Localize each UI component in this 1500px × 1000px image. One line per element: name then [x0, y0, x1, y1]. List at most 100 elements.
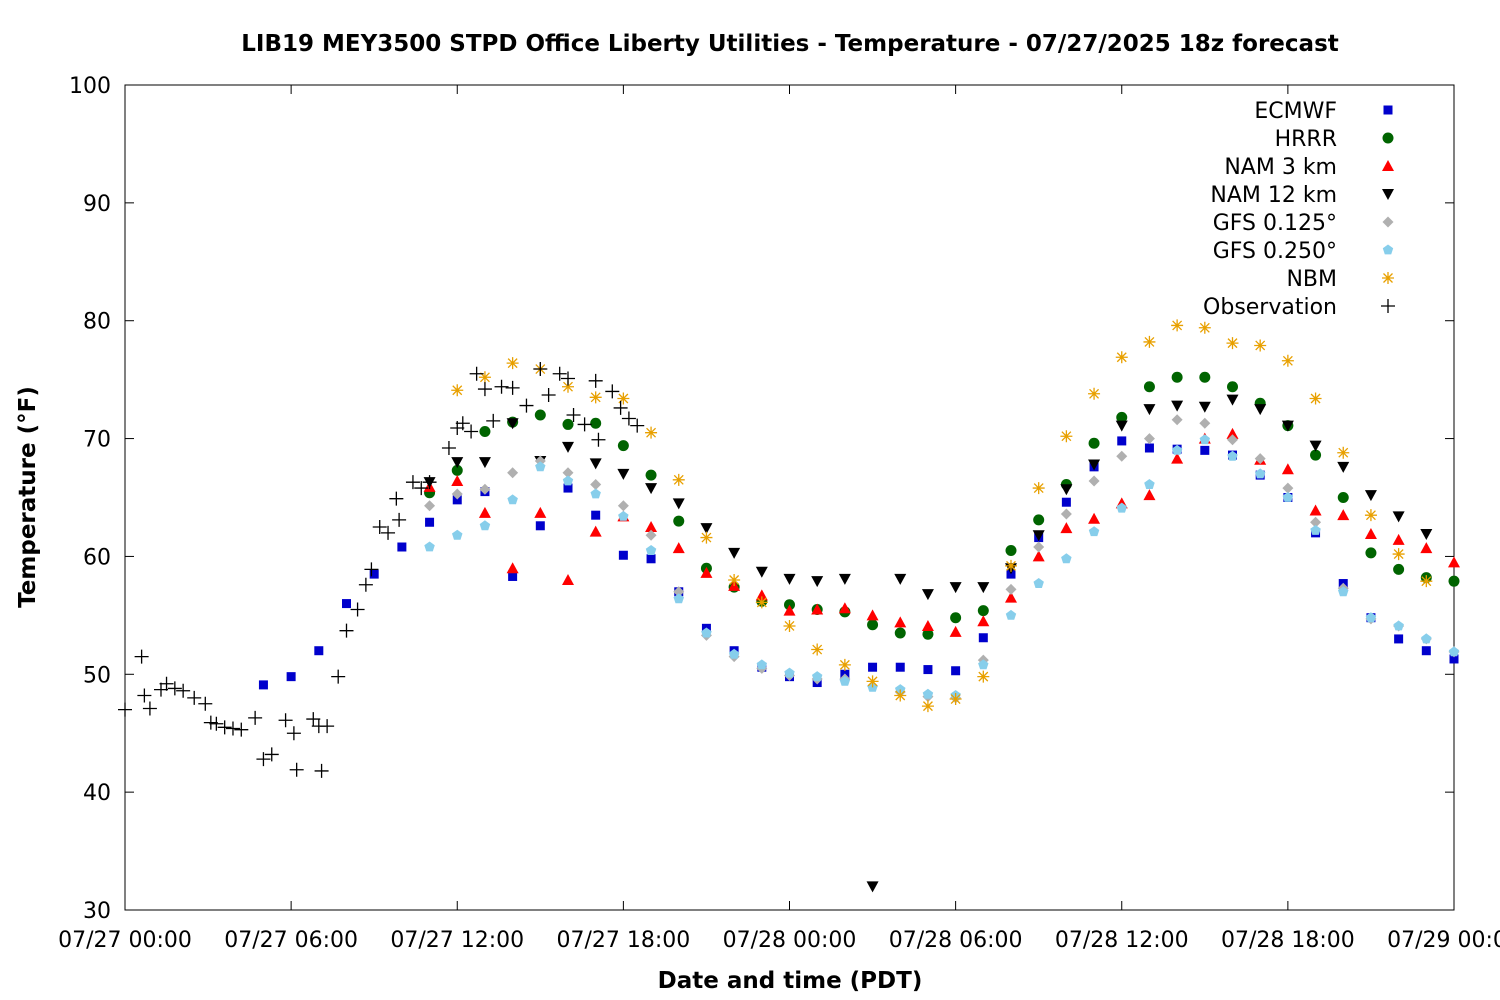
- observation-point: [621, 411, 636, 426]
- nam-12-km-point: [728, 547, 741, 559]
- gfs-0-250-point: [895, 684, 906, 695]
- gfs-0-250-point: [1088, 526, 1100, 537]
- nam-3-km-point: [562, 574, 574, 585]
- gfs-0-125-point: [1227, 434, 1238, 446]
- hrrr-point: [1365, 547, 1377, 559]
- gfs-0-125-point: [1254, 453, 1266, 465]
- observation-point: [486, 413, 501, 428]
- gfs-0-250-point: [1005, 609, 1017, 620]
- x-tick-label: 07/27 00:00: [58, 928, 192, 953]
- y-tick-label: 100: [69, 74, 111, 99]
- x-tick-label: 07/28 00:00: [723, 928, 857, 953]
- observation-point: [605, 384, 620, 399]
- nam-12-km-point: [1392, 511, 1405, 523]
- gfs-0-250-point: [1365, 612, 1377, 623]
- observation-point: [306, 712, 321, 727]
- nam-3-km-point: [1309, 504, 1322, 516]
- x-tick-label: 07/28 18:00: [1221, 928, 1355, 953]
- nam-12-km-point: [921, 589, 934, 601]
- nbm-point: [1005, 559, 1017, 572]
- legend-marker-nam-12-km: [1382, 189, 1394, 200]
- gfs-0-125-point: [617, 500, 629, 512]
- nam-12-km-point: [1337, 461, 1350, 473]
- x-tick-label: 07/28 12:00: [1055, 928, 1189, 953]
- nam-3-km-point: [506, 562, 519, 574]
- observation-point: [358, 577, 373, 592]
- ecmwf-point: [923, 665, 933, 675]
- observation-point: [217, 720, 232, 735]
- observation-point: [339, 623, 354, 638]
- observation-point: [613, 400, 628, 415]
- nbm-point: [894, 689, 907, 702]
- nam-12-km-point: [1254, 404, 1267, 416]
- hrrr-point: [590, 417, 602, 429]
- nam-12-km-point: [645, 483, 658, 495]
- gfs-0-250-point: [701, 627, 712, 638]
- nbm-point: [700, 531, 713, 544]
- nbm-point: [1032, 482, 1045, 495]
- nam-3-km-point: [589, 525, 602, 537]
- observation-point: [533, 362, 548, 377]
- gfs-0-125-point: [451, 488, 463, 500]
- x-tick-label: 07/28 06:00: [889, 928, 1023, 953]
- legend-marker-nbm: [1382, 272, 1394, 284]
- observation-point: [331, 669, 346, 684]
- gfs-0-250-point: [1227, 450, 1238, 461]
- observation-point: [118, 702, 132, 717]
- gfs-0-125-point: [507, 467, 519, 479]
- nam-12-km-point: [1060, 484, 1073, 496]
- nbm-point: [1143, 335, 1156, 348]
- nam-12-km-point: [1364, 490, 1377, 502]
- nam-12-km-point: [1198, 401, 1211, 413]
- observation-point: [137, 688, 152, 703]
- gfs-0-250-point: [507, 494, 518, 505]
- observation-point: [198, 696, 213, 711]
- gfs-0-250-point: [1421, 633, 1432, 644]
- gfs-0-125-point: [1116, 450, 1128, 462]
- nam-3-km-point: [977, 615, 990, 627]
- legend-label-observation: Observation: [1203, 295, 1337, 320]
- ecmwf-point: [563, 483, 573, 493]
- gfs-0-250-point: [562, 475, 574, 486]
- observation-point: [350, 602, 365, 617]
- hrrr-point: [617, 440, 629, 452]
- ecmwf-point: [951, 666, 961, 676]
- y-tick-label: 60: [83, 545, 111, 570]
- gfs-0-125-point: [1171, 414, 1183, 426]
- ecmwf-point: [508, 571, 518, 581]
- observation-point: [541, 387, 556, 402]
- ecmwf-point: [1144, 443, 1154, 453]
- nam-3-km-point: [1032, 550, 1045, 562]
- legend-marker-gfs-0-125: [1382, 216, 1394, 228]
- ecmwf-point: [369, 569, 379, 579]
- nam-3-km-point: [478, 506, 491, 518]
- observation-point: [372, 519, 387, 534]
- observation-point: [176, 683, 191, 698]
- observation-point: [494, 379, 509, 394]
- nbm-point: [1226, 337, 1239, 350]
- hrrr-point: [645, 469, 657, 481]
- nam-12-km-point: [1143, 404, 1156, 416]
- nam-3-km-point: [811, 603, 824, 615]
- gfs-0-250-point: [1393, 620, 1404, 631]
- nam-3-km-point: [1281, 463, 1294, 475]
- gfs-0-250-point: [673, 593, 684, 604]
- nam-12-km-point: [617, 468, 630, 480]
- nam-3-km-point: [1060, 522, 1073, 534]
- gfs-0-250-point: [424, 541, 435, 552]
- observation-point: [264, 747, 279, 762]
- y-tick-label: 70: [83, 428, 111, 453]
- nam-12-km-point: [838, 573, 851, 585]
- ecmwf-point: [1117, 436, 1127, 446]
- ecmwf-point: [397, 542, 407, 552]
- hrrr-point: [1337, 492, 1349, 503]
- gfs-0-250-point: [1116, 502, 1127, 513]
- ecmwf-point: [1449, 654, 1459, 664]
- nam-12-km-point: [451, 457, 464, 469]
- observation-point: [505, 380, 520, 395]
- hrrr-point: [479, 426, 491, 437]
- nbm-point: [645, 426, 658, 439]
- nbm-point: [838, 658, 851, 671]
